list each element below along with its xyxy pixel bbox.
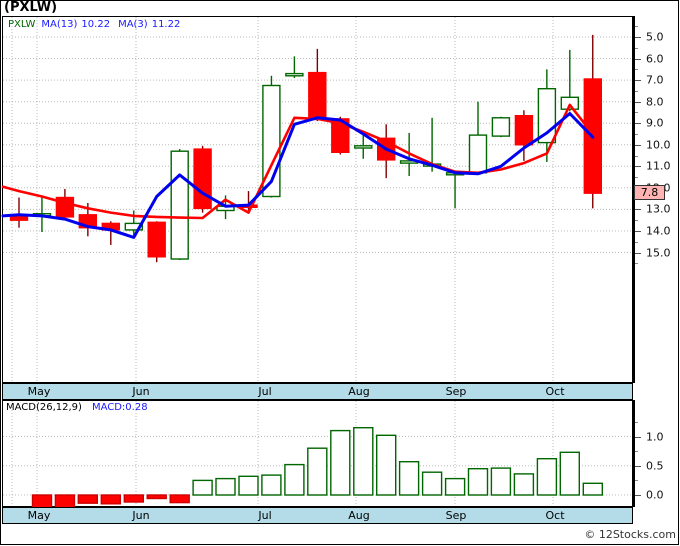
price-chart-panel[interactable]: [1, 16, 633, 383]
price-y-tick-label: 13.0: [646, 202, 671, 216]
price-y-minor-tick: [633, 241, 638, 243]
month-label: May: [27, 385, 51, 398]
copyright-footer: © 12Stocks.com: [584, 528, 676, 541]
price-y-tick-label: 15.0: [646, 246, 671, 259]
price-y-minor-tick: [633, 69, 638, 71]
month-label: Sep: [445, 509, 467, 522]
macd-y-tick-label: 1.0: [646, 430, 664, 443]
price-y-minor-tick: [633, 133, 638, 135]
price-y-tick: [633, 37, 641, 38]
macd-y-tick-label: 0.0: [646, 488, 664, 502]
macd-y-tick: [633, 436, 641, 438]
macd-value-label: MACD:0.28: [91, 402, 148, 413]
macd-y-tick-label: 0.5: [646, 459, 664, 473]
month-label: Jun: [132, 509, 150, 522]
price-y-tick-label: 6.0: [646, 52, 664, 66]
price-y-tick-label: 5.0: [646, 30, 664, 44]
price-plot: [1, 17, 632, 382]
month-label: Sep: [445, 385, 467, 398]
legend-symbol: PXLW: [8, 19, 36, 30]
price-x-axis-months: May Jun Jul Aug Sep Oct: [2, 383, 633, 400]
macd-indicator-label: MACD(26,12,9): [6, 402, 82, 413]
macd-y-tick: [633, 465, 641, 467]
price-y-tick: [633, 80, 641, 82]
price-y-minor-tick: [633, 263, 638, 265]
price-y-tick: [633, 230, 641, 232]
price-y-tick-label: 14.0: [646, 224, 671, 238]
legend-ma13-label: MA(13): [41, 19, 78, 30]
price-y-tick: [633, 209, 641, 211]
month-label: Oct: [545, 509, 565, 522]
legend-ma3-value: 11.22: [151, 19, 181, 30]
price-y-tick: [633, 101, 641, 103]
macd-y-minor-tick: [633, 451, 638, 453]
macd-x-axis-months: May Jun Jul Aug Sep Oct: [2, 507, 633, 524]
price-y-tick-label: 9.0: [646, 116, 664, 130]
month-label: Jul: [258, 509, 272, 522]
price-y-minor-tick: [633, 47, 638, 49]
macd-y-minor-tick: [633, 421, 638, 423]
price-y-tick-label: 11.0: [646, 159, 671, 173]
month-label: Jul: [258, 385, 272, 398]
price-y-tick: [633, 58, 641, 60]
price-y-tick-label: 8.0: [646, 95, 664, 109]
price-y-tick: [633, 123, 641, 125]
price-y-minor-tick: [633, 220, 638, 222]
legend-ma3-label: MA(3): [118, 19, 148, 30]
price-y-minor-tick: [633, 90, 638, 92]
price-y-tick-label: 7.0: [646, 73, 664, 87]
price-y-minor-tick: [633, 112, 638, 114]
month-label: Aug: [348, 385, 370, 398]
macd-y-axis: 1.0 0.5 0.0: [633, 400, 679, 507]
month-label: Aug: [348, 509, 370, 522]
last-price-tag: 7.8: [634, 185, 665, 201]
month-label: May: [27, 509, 51, 522]
price-legend: PXLW MA(13) 10.22 MA(3) 11.22: [8, 19, 180, 30]
price-y-minor-tick: [633, 177, 638, 179]
macd-y-tick: [633, 495, 641, 496]
macd-axis-spine: [633, 400, 635, 507]
price-y-minor-tick: [633, 155, 638, 157]
month-label: Jun: [132, 385, 150, 398]
macd-legend: MACD(26,12,9) MACD:0.28: [6, 402, 148, 413]
macd-plot: [3, 401, 632, 511]
price-y-tick: [633, 252, 641, 254]
page-title: (PXLW): [4, 0, 58, 15]
price-y-tick-label: 10.0: [646, 138, 671, 152]
macd-chart-panel[interactable]: [2, 400, 633, 511]
price-y-tick: [633, 166, 641, 168]
price-y-minor-tick: [633, 26, 638, 28]
macd-y-minor-tick: [633, 480, 638, 482]
legend-ma13-value: 10.22: [81, 19, 111, 30]
price-y-tick: [633, 144, 641, 146]
month-label: Oct: [545, 385, 565, 398]
